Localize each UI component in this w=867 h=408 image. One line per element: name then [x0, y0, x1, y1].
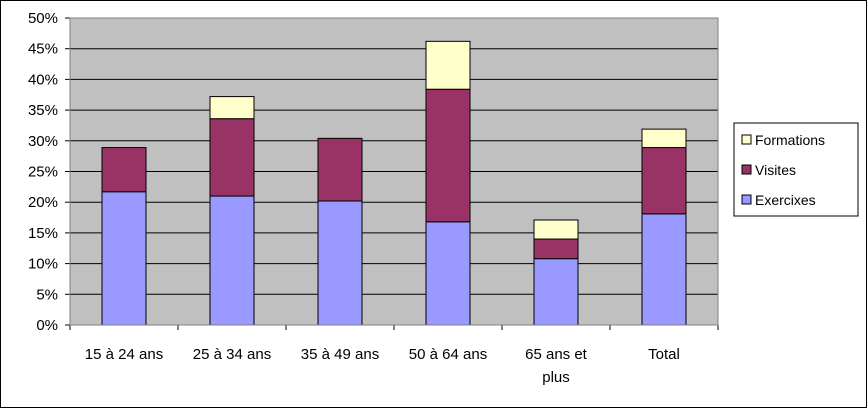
- bar-segment-formations: [533, 219, 579, 240]
- bar-segment-visites: [425, 88, 471, 223]
- bar-segment-formations: [425, 40, 471, 90]
- y-tick-label: 20%: [28, 194, 58, 211]
- bar-segment-exercixes: [101, 191, 147, 326]
- y-tick-label: 10%: [28, 256, 58, 273]
- bar-segment-formations: [641, 128, 687, 149]
- y-tick-label: 25%: [28, 164, 58, 181]
- x-tick-label: 50 à 64 ans: [409, 346, 487, 363]
- legend-label-visites: Visites: [755, 162, 796, 178]
- y-tick-label: 45%: [28, 41, 58, 58]
- y-tick-label: 50%: [28, 10, 58, 27]
- bar-segment-visites: [533, 238, 579, 260]
- y-tick-label: 30%: [28, 133, 58, 150]
- x-tick-label: plus: [542, 369, 570, 386]
- plot-border: [69, 17, 719, 326]
- legend-label-formations: Formations: [755, 132, 825, 148]
- bar-segment-visites: [317, 137, 363, 202]
- bar-segment-exercixes: [641, 213, 687, 326]
- bar-segment-exercixes: [425, 221, 471, 326]
- bar-segment-visites: [209, 118, 255, 197]
- bar-segment-exercixes: [209, 195, 255, 326]
- x-tick-label: 65 ans et: [525, 346, 588, 363]
- bar-segment-exercixes: [317, 200, 363, 326]
- legend-swatch-exercixes: [741, 194, 752, 205]
- bar-segment-visites: [641, 147, 687, 215]
- bar-segment-exercixes: [533, 258, 579, 326]
- x-tick-label: 15 à 24 ans: [85, 346, 163, 363]
- y-tick-label: 35%: [28, 102, 58, 119]
- y-tick-label: 40%: [28, 71, 58, 88]
- legend-swatch-formations: [741, 134, 752, 145]
- legend-label-exercixes: Exercixes: [755, 192, 816, 208]
- x-tick-label: Total: [648, 346, 680, 363]
- y-tick-label: 5%: [36, 286, 58, 303]
- bar-segment-visites: [101, 147, 147, 193]
- y-tick-label: 0%: [36, 317, 58, 334]
- x-tick-label: 25 à 34 ans: [193, 346, 271, 363]
- bar-segment-formations: [209, 96, 255, 120]
- y-tick-label: 15%: [28, 225, 58, 242]
- legend-swatch-visites: [741, 164, 752, 175]
- x-tick-label: 35 à 49 ans: [301, 346, 379, 363]
- legend: [733, 122, 859, 217]
